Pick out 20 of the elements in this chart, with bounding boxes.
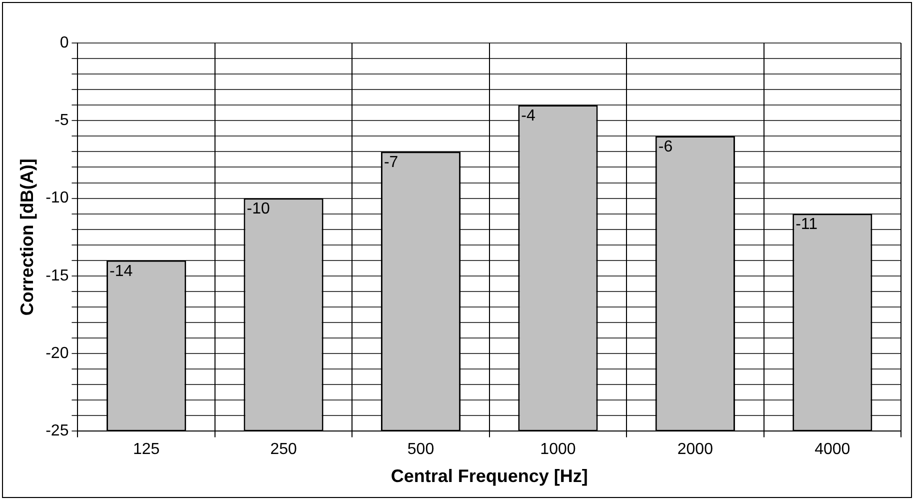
x-tick-label: 125 xyxy=(132,441,160,458)
data-label: -11 xyxy=(796,216,818,234)
x-axis-title: Central Frequency [Hz] xyxy=(390,466,588,486)
y-tick-label: 0 xyxy=(60,34,69,52)
x-tick-label: 500 xyxy=(407,441,434,458)
data-label: -7 xyxy=(384,154,398,172)
y-axis-title: Correction [dB(A)] xyxy=(16,158,37,316)
data-label: -14 xyxy=(110,262,133,280)
y-tick-label: -20 xyxy=(46,344,69,362)
data-label: -4 xyxy=(521,108,536,125)
x-tick-label: 2000 xyxy=(677,441,714,458)
x-tick-label: 250 xyxy=(270,441,297,458)
y-tick-label: -10 xyxy=(46,190,69,207)
data-label: -6 xyxy=(658,138,673,156)
y-tick-label: -25 xyxy=(46,422,69,440)
x-tick-label: 4000 xyxy=(814,441,850,458)
data-label: -10 xyxy=(246,200,270,218)
y-tick-label: -15 xyxy=(46,267,69,284)
x-tick-label: 1000 xyxy=(540,441,576,458)
y-tick-label: -5 xyxy=(54,112,69,130)
